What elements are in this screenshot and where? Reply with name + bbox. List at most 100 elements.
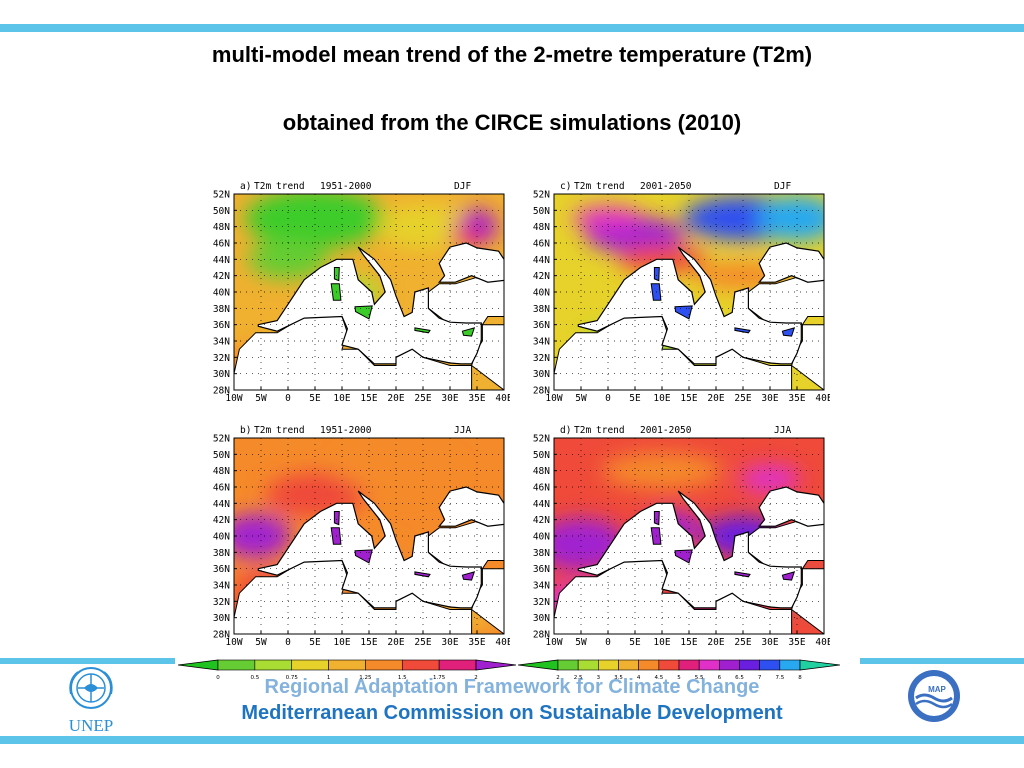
colorbar-label: 4 [637, 675, 641, 681]
lon-tick-label: 5E [309, 637, 321, 646]
colorbar-label: 2 [556, 675, 560, 681]
lat-tick-label: 30N [533, 369, 550, 380]
panel-variable: T2m [574, 425, 591, 436]
colorbar-low-triangle [177, 659, 219, 671]
colorbar-segment [217, 659, 256, 671]
footer-stripe-left [0, 658, 175, 664]
colorbar-label: 1.75 [433, 675, 446, 681]
panel-label: d) [560, 425, 571, 436]
colorbar-segment [739, 659, 760, 671]
lon-tick-label: 30E [441, 637, 458, 646]
panel-period: 2001-2050 [640, 425, 692, 436]
colorbar-segment [365, 659, 403, 671]
panel-period: 1951-2000 [320, 181, 372, 192]
colorbar-segment [598, 659, 619, 671]
panel-variable: T2m [574, 181, 591, 192]
panel-period: 1951-2000 [320, 425, 372, 436]
lat-tick-label: 48N [533, 466, 550, 477]
lon-tick-label: 25E [734, 393, 751, 402]
lon-tick-label: 10E [333, 393, 350, 402]
lon-tick-label: 5W [255, 393, 267, 402]
bottom-stripe [0, 736, 1024, 744]
colorbar-label: 1 [327, 675, 331, 681]
lon-tick-label: 30E [441, 393, 458, 402]
colorbar-label: 5.5 [695, 675, 704, 681]
lat-tick-label: 46N [213, 483, 230, 494]
lon-tick-label: 40E [495, 637, 510, 646]
colorbar-segment [698, 659, 720, 671]
lat-tick-label: 34N [213, 337, 230, 348]
footer-line2: Mediterranean Commission on Sustainable … [241, 702, 783, 724]
lon-tick-label: 0 [285, 637, 291, 646]
lat-tick-label: 40N [213, 532, 230, 543]
lon-tick-label: 5W [575, 393, 587, 402]
panel-season: DJF [774, 181, 791, 192]
colorbar-segment [759, 659, 781, 671]
lon-tick-label: 20E [707, 637, 724, 646]
panel-label: a) [240, 181, 251, 192]
lon-tick-label: 10E [653, 393, 670, 402]
lat-tick-label: 46N [213, 239, 230, 250]
lat-tick-label: 42N [533, 515, 550, 526]
lat-tick-label: 34N [533, 581, 550, 592]
lon-tick-label: 25E [414, 637, 431, 646]
colorbar-right: 2 2.5 3 3.5 4 4.5 5 5.5 6 6.5 7 7.5 8 [517, 659, 841, 688]
lon-tick-label: 10W [545, 637, 562, 646]
lon-tick-label: 20E [387, 393, 404, 402]
panel-word: trend [596, 181, 625, 192]
lat-tick-label: 42N [533, 271, 550, 282]
colorbar-segment [401, 659, 440, 671]
lat-tick-label: 46N [533, 483, 550, 494]
lat-tick-label: 42N [213, 515, 230, 526]
colorbar-segment [577, 659, 599, 671]
lon-tick-label: 15E [360, 637, 377, 646]
lat-tick-label: 32N [213, 597, 230, 608]
lon-tick-label: 5E [309, 393, 321, 402]
lon-tick-label: 25E [414, 393, 431, 402]
colorbar-label: 4.5 [654, 675, 663, 681]
lat-tick-label: 48N [213, 466, 230, 477]
top-stripe [0, 24, 1024, 32]
lon-tick-label: 5E [629, 637, 641, 646]
title-line2: obtained from the CIRCE simulations (201… [282, 110, 742, 135]
colorbar-label: 7 [758, 675, 762, 681]
lat-tick-label: 38N [213, 304, 230, 315]
lon-tick-label: 40E [495, 393, 510, 402]
lon-tick-label: 30E [761, 637, 778, 646]
lat-tick-label: 52N [533, 434, 550, 445]
colorbar-segment [719, 659, 740, 671]
lat-tick-label: 32N [533, 597, 550, 608]
map-panel-d: d) T2m trend 2001-2050 JJA 52N 50N 48N 46N 44N 42N… [512, 420, 830, 646]
colorbar-label: 0 [216, 675, 220, 681]
lat-tick-label: 30N [213, 369, 230, 380]
colorbar-label: 1.5 [398, 675, 407, 681]
lon-tick-label: 10W [225, 393, 242, 402]
colorbar-high-triangle [799, 659, 841, 671]
lon-tick-label: 40E [815, 393, 830, 402]
lon-tick-label: 10W [545, 393, 562, 402]
lon-tick-label: 15E [680, 637, 697, 646]
lon-tick-label: 10W [225, 637, 242, 646]
colorbar-segment [618, 659, 639, 671]
lon-tick-label: 30E [761, 393, 778, 402]
panel-label: b) [240, 425, 251, 436]
colorbar-label: 6 [718, 675, 722, 681]
lat-tick-label: 40N [213, 288, 230, 299]
lat-tick-label: 44N [213, 499, 230, 510]
lat-tick-label: 36N [213, 564, 230, 575]
lat-tick-label: 34N [213, 581, 230, 592]
colorbar-left: 0 0.5 0.75 1 1.25 1.5 1.75 2 [177, 659, 517, 688]
panel-season: JJA [774, 425, 791, 436]
lat-tick-label: 48N [213, 222, 230, 233]
colorbar-segment [557, 659, 579, 671]
lon-tick-label: 35E [788, 637, 805, 646]
lat-tick-label: 28N [213, 386, 230, 397]
lat-tick-label: 32N [213, 353, 230, 364]
lon-tick-label: 15E [680, 393, 697, 402]
lat-tick-label: 30N [213, 613, 230, 624]
colorbar-high-triangle [475, 659, 517, 671]
lon-tick-label: 40E [815, 637, 830, 646]
lat-tick-label: 50N [213, 206, 230, 217]
unep-logo-text: UNEP [69, 716, 113, 735]
lat-tick-label: 50N [533, 450, 550, 461]
